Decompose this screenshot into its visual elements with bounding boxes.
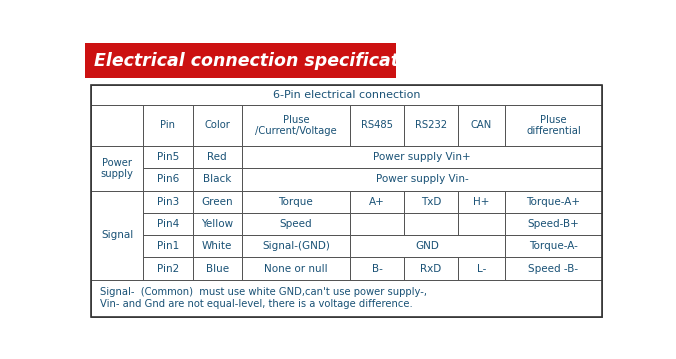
Bar [91,105,143,146]
Bar [91,85,602,317]
Bar [91,146,143,191]
Bar [143,191,193,213]
Text: Pin: Pin [160,120,175,130]
Text: Pin5: Pin5 [157,152,179,162]
Bar [350,257,404,280]
Text: Pin2: Pin2 [157,264,179,274]
Bar [242,235,350,257]
Text: Black: Black [203,174,231,185]
Bar [404,191,458,213]
Bar [505,191,602,213]
Text: Electrical connection specification: Electrical connection specification [94,52,429,70]
Bar [193,257,242,280]
Bar [242,168,602,191]
Bar [458,257,505,280]
Text: Power supply Vin+: Power supply Vin+ [373,152,470,162]
Text: Torque: Torque [279,197,313,207]
Bar [84,43,396,79]
Text: Speed -B-: Speed -B- [529,264,579,274]
Bar [350,235,505,257]
Text: GND: GND [416,241,439,251]
Bar [242,213,350,235]
Text: B-: B- [372,264,383,274]
Text: Power
supply: Power supply [101,158,133,179]
Text: None or null: None or null [264,264,328,274]
Bar [91,84,602,105]
Bar [242,105,350,146]
Bar [193,213,242,235]
Text: RS485: RS485 [361,120,393,130]
Bar [143,105,193,146]
Text: Signal: Signal [101,230,133,240]
Text: Torque-A-: Torque-A- [529,241,578,251]
Bar [350,191,404,213]
Text: Pluse
differential: Pluse differential [526,115,581,136]
Bar [193,168,242,191]
Bar [143,146,193,168]
Bar [458,105,505,146]
Text: Yellow: Yellow [201,219,233,229]
Text: Pin3: Pin3 [157,197,179,207]
Text: Speed-B+: Speed-B+ [528,219,579,229]
Bar [193,105,242,146]
Text: RxD: RxD [420,264,441,274]
Bar [91,191,143,280]
Text: H+: H+ [473,197,489,207]
Text: White: White [202,241,233,251]
Bar [242,191,350,213]
Text: Pin1: Pin1 [157,241,179,251]
Text: Color: Color [204,120,230,130]
Bar [143,235,193,257]
Bar [505,213,602,235]
Bar [505,257,602,280]
Bar [350,213,404,235]
Text: 6-Pin electrical connection: 6-Pin electrical connection [272,90,420,99]
Bar [350,105,404,146]
Text: L-: L- [477,264,486,274]
Bar [404,105,458,146]
Bar [505,105,602,146]
Bar [242,146,602,168]
Bar [242,257,350,280]
Bar [193,235,242,257]
Bar [143,213,193,235]
Text: Green: Green [201,197,233,207]
Text: CAN: CAN [470,120,492,130]
Text: RS232: RS232 [415,120,447,130]
Bar [404,213,458,235]
Bar [193,191,242,213]
Text: Blue: Blue [206,264,228,274]
Text: Pin4: Pin4 [157,219,179,229]
Text: Pin6: Pin6 [157,174,179,185]
Text: Signal-(GND): Signal-(GND) [262,241,330,251]
Text: TxD: TxD [420,197,441,207]
Bar [143,257,193,280]
Bar [193,146,242,168]
Text: Signal-  (Common)  must use white GND,can't use power supply-,
Vin- and Gnd are : Signal- (Common) must use white GND,can'… [100,288,427,309]
Text: A+: A+ [369,197,385,207]
Bar [91,280,602,317]
Text: Torque-A+: Torque-A+ [527,197,581,207]
Bar [505,235,602,257]
Bar [458,191,505,213]
Text: Power supply Vin-: Power supply Vin- [376,174,468,185]
Text: Speed: Speed [280,219,312,229]
Text: Red: Red [208,152,227,162]
Bar [143,168,193,191]
Bar [404,257,458,280]
Bar [458,213,505,235]
Text: Pluse
/Current/Voltage: Pluse /Current/Voltage [255,115,337,136]
